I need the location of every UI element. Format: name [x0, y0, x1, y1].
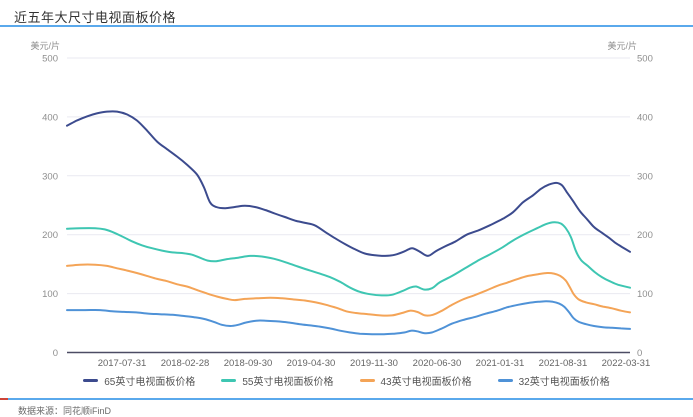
y-tick-label-right: 300 [637, 171, 653, 182]
legend-line-swatch [359, 379, 375, 382]
x-tick-label: 2018-02-28 [161, 358, 210, 369]
footer-red-accent [0, 398, 8, 400]
y-tick-label-left: 300 [42, 171, 58, 182]
legend-line-swatch [497, 379, 513, 382]
chart-title: 近五年大尺寸电视面板价格 [14, 10, 177, 25]
legend-item[interactable]: 43英寸电视面板价格 [359, 373, 472, 388]
legend-label: 65英寸电视面板价格 [104, 377, 196, 388]
y-axis-unit-right: 美元/片 [607, 40, 637, 51]
title-bar: 近五年大尺寸电视面板价格 [0, 0, 693, 27]
y-tick-label-left: 500 [42, 54, 58, 65]
x-tick-label: 2018-09-30 [224, 358, 273, 369]
data-source-label: 数据来源：同花顺iFinD [18, 406, 112, 416]
legend-item[interactable]: 32英寸电视面板价格 [497, 373, 610, 388]
series-line [66, 221, 631, 297]
legend-line-swatch [221, 379, 237, 382]
y-axis-unit-left: 美元/片 [30, 40, 60, 51]
y-tick-label-right: 200 [637, 230, 653, 241]
y-tick-label-right: 400 [637, 112, 653, 123]
series-line [66, 263, 631, 317]
legend-label: 43英寸电视面板价格 [380, 377, 472, 388]
x-tick-label: 2021-08-31 [539, 358, 588, 369]
legend-item[interactable]: 65英寸电视面板价格 [83, 373, 195, 388]
y-tick-label-left: 400 [42, 112, 58, 123]
y-tick-label-right: 100 [637, 289, 653, 300]
legend-line-swatch [83, 379, 99, 382]
y-tick-label-left: 100 [42, 289, 58, 300]
x-tick-label: 2022-03-31 [602, 358, 651, 369]
x-tick-label: 2021-01-31 [476, 358, 525, 369]
series-line [66, 300, 631, 336]
footer-bar: 数据来源：同花顺iFinD [0, 398, 693, 417]
x-tick-label: 2017-07-31 [98, 358, 147, 369]
x-tick-label: 2020-06-30 [413, 358, 462, 369]
legend-label: 55英寸电视面板价格 [242, 377, 334, 388]
x-tick-label: 2019-04-30 [287, 358, 336, 369]
chart-legend: 65英寸电视面板价格 55英寸电视面板价格 43英寸电视面板价格 32英寸电视面板价格 [0, 373, 693, 388]
y-tick-label-left: 0 [53, 348, 58, 359]
y-tick-label-left: 200 [42, 230, 58, 241]
y-tick-label-right: 500 [637, 54, 653, 65]
series-line [66, 110, 631, 257]
y-tick-label-right: 0 [637, 348, 642, 359]
legend-label: 32英寸电视面板价格 [518, 377, 610, 388]
legend-item[interactable]: 55英寸电视面板价格 [221, 373, 334, 388]
x-tick-label: 2019-11-30 [350, 358, 398, 369]
